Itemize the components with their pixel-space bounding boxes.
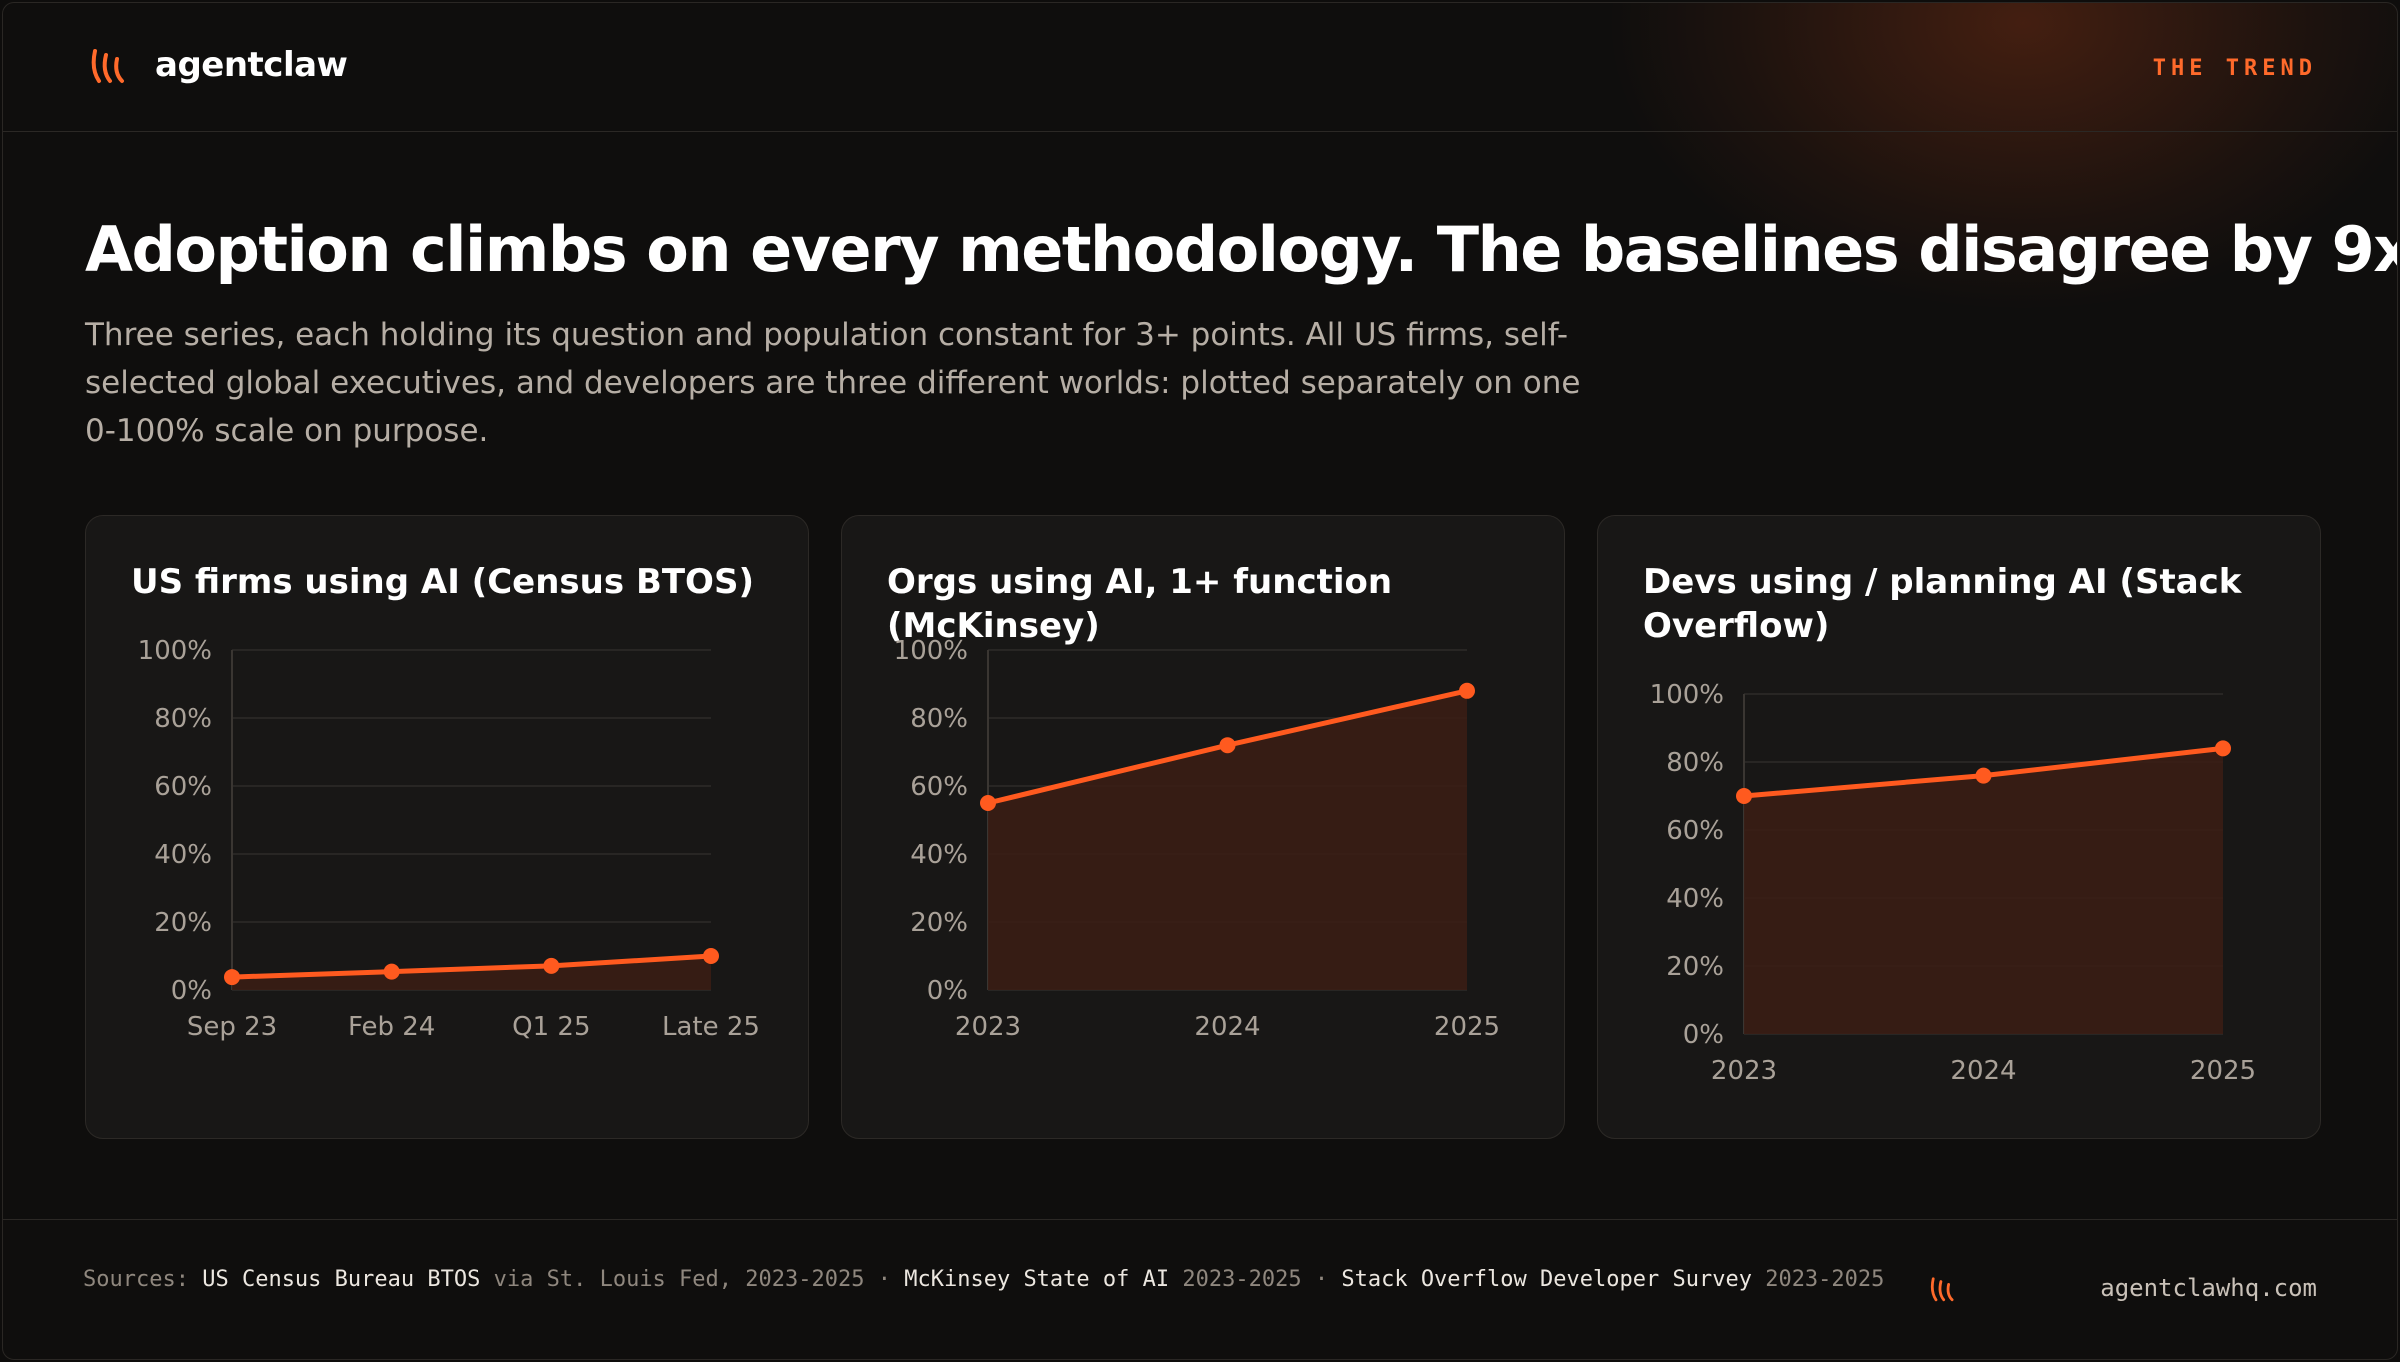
y-tick-label: 20% xyxy=(1666,952,1724,982)
data-point xyxy=(1975,767,1992,784)
x-tick-label: 2025 xyxy=(2190,1056,2256,1086)
site-link[interactable]: agentclawhq.com xyxy=(2100,1274,2317,1302)
source-name: McKinsey State of AI xyxy=(904,1267,1170,1292)
chart-stackoverflow: 0% 20% 40% 60% 80% 100% 2023 2024 2025 xyxy=(1650,680,2256,1086)
data-point xyxy=(703,948,719,964)
data-point xyxy=(543,957,560,974)
claw-logo-icon xyxy=(91,49,124,83)
chart-card-stackoverflow: Devs using / planning AI (Stack Overflow… xyxy=(1597,515,2321,1139)
y-tick-label: 40% xyxy=(154,840,212,870)
y-tick-label: 60% xyxy=(1666,816,1724,846)
data-point xyxy=(1219,737,1236,754)
data-point xyxy=(1459,682,1475,699)
y-tick-label: 60% xyxy=(910,772,968,802)
y-tick-label: 40% xyxy=(1666,884,1724,914)
x-tick-label: 2024 xyxy=(1194,1012,1260,1042)
chart-title: Orgs using AI, 1+ function (McKinsey) xyxy=(887,562,1393,646)
y-tick-label: 0% xyxy=(171,976,212,1006)
x-tick-label: Late 25 xyxy=(662,1012,760,1042)
y-tick-label: 80% xyxy=(1666,748,1724,778)
y-tick-label: 100% xyxy=(138,636,212,666)
x-tick-label: 2024 xyxy=(1950,1056,2016,1086)
data-point xyxy=(980,795,996,811)
page-title: Adoption climbs on every methodology. Th… xyxy=(85,213,2398,286)
y-tick-label: 20% xyxy=(154,908,212,938)
source-name: US Census Bureau BTOS xyxy=(202,1267,481,1292)
claw-logo-icon xyxy=(1930,1277,1954,1302)
x-tick-label: Sep 23 xyxy=(187,1012,277,1042)
y-tick-label: 100% xyxy=(1650,680,1724,710)
chart-card-census: US firms using AI (Census BTOS) 0% 20% 40%… xyxy=(85,515,809,1139)
source-separator: · xyxy=(1301,1267,1342,1292)
source-name: Stack Overflow Developer Survey xyxy=(1341,1267,1752,1292)
page-subtitle: Three series, each holding its question … xyxy=(85,317,1581,449)
source-separator: · xyxy=(864,1267,905,1292)
y-tick-label: 100% xyxy=(894,636,968,666)
x-tick-label: Feb 24 xyxy=(348,1012,435,1042)
series-area xyxy=(1744,748,2223,1034)
footer-bar: Sources: US Census Bureau BTOS via St. L… xyxy=(3,1219,2397,1359)
chart-title: US firms using AI (Census BTOS) xyxy=(131,562,754,602)
source-detail: 2023-2025 xyxy=(1169,1267,1302,1292)
source-detail: via St. Louis Fed, 2023-2025 xyxy=(480,1267,865,1292)
y-tick-label: 20% xyxy=(910,908,968,938)
brand-name: agentclaw xyxy=(155,45,348,85)
chart-mckinsey: 0% 20% 40% 60% 80% 100% 2023 2024 2025 xyxy=(894,636,1500,1042)
source-detail: 2023-2025 xyxy=(1751,1267,1885,1292)
series-area xyxy=(988,690,1467,990)
section-kicker: THE TREND xyxy=(2152,56,2317,81)
y-tick-label: 60% xyxy=(154,772,212,802)
data-point xyxy=(2215,740,2231,757)
sources-label: Sources: xyxy=(83,1267,189,1292)
chart-card-mckinsey: Orgs using AI, 1+ function (McKinsey) 0%… xyxy=(841,515,1565,1139)
chart-census: 0% 20% 40% 60% 80% 100% Sep 23 Feb 24 Q1 25 Late … xyxy=(138,636,760,1042)
y-tick-label: 80% xyxy=(910,704,968,734)
header-bar: agentclaw THE TREND xyxy=(3,3,2397,132)
y-tick-label: 40% xyxy=(910,840,968,870)
y-tick-label: 0% xyxy=(927,976,968,1006)
y-tick-label: 0% xyxy=(1683,1020,1724,1050)
data-point xyxy=(383,963,400,980)
x-tick-label: 2023 xyxy=(1711,1056,1777,1086)
data-point xyxy=(1736,788,1752,804)
data-point xyxy=(224,969,240,986)
chart-title: Devs using / planning AI (Stack Overflow… xyxy=(1643,562,2242,646)
y-tick-label: 80% xyxy=(154,704,212,734)
x-tick-label: Q1 25 xyxy=(512,1012,590,1042)
x-tick-label: 2025 xyxy=(1434,1012,1500,1042)
series-line xyxy=(229,953,714,980)
sources-text: Sources: US Census Bureau BTOS via St. L… xyxy=(83,1264,1983,1295)
x-tick-label: 2023 xyxy=(955,1012,1021,1042)
